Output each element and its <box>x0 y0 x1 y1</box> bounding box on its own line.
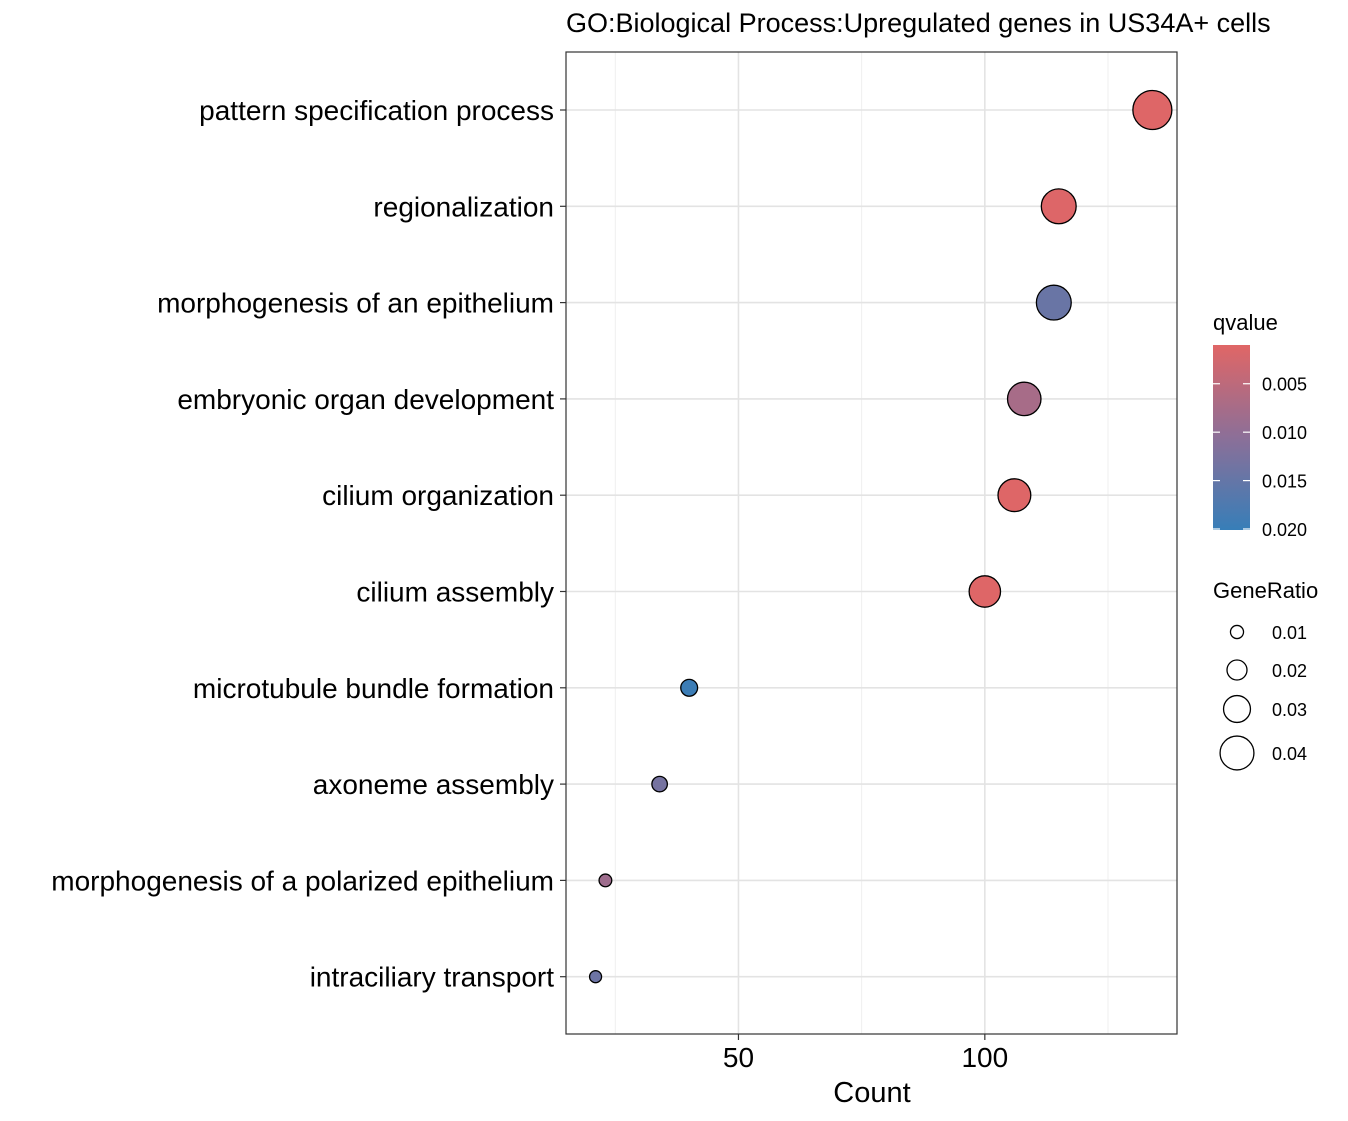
chart-title: GO:Biological Process:Upregulated genes … <box>566 8 1271 38</box>
colorbar-tick-label: 0.020 <box>1262 520 1307 540</box>
generatio-legend: GeneRatio 0.01 0.02 0.03 0.04 <box>1213 578 1318 771</box>
colorbar-tick-label: 0.005 <box>1262 375 1307 395</box>
y-tick-label: embryonic organ development <box>177 384 554 415</box>
size-legend-circle <box>1229 624 1245 640</box>
x-axis-label: Count <box>833 1077 910 1109</box>
x-axis: 50 100 <box>723 1034 1008 1073</box>
data-points <box>588 89 1173 984</box>
size-legend-circle <box>1226 659 1248 681</box>
size-legend-label: 0.03 <box>1272 700 1307 720</box>
y-tick-label: axoneme assembly <box>313 769 554 800</box>
plot-panel-border <box>565 51 1178 1035</box>
data-point <box>598 873 613 888</box>
colorbar-tick-label: 0.010 <box>1262 423 1307 443</box>
data-point <box>968 575 1002 608</box>
y-tick-label: intraciliary transport <box>310 962 555 993</box>
size-legend-label: 0.02 <box>1272 661 1307 681</box>
plot-grid <box>566 52 1177 1034</box>
y-tick-label: pattern specification process <box>199 95 554 126</box>
y-tick-label: morphogenesis of an epithelium <box>157 288 554 319</box>
qvalue-colorbar <box>1213 345 1250 530</box>
data-point <box>680 678 699 697</box>
y-tick-label: morphogenesis of a polarized epithelium <box>51 865 554 896</box>
size-legend-label: 0.04 <box>1272 744 1307 764</box>
size-legend-circle <box>1219 735 1255 771</box>
qvalue-legend-title: qvalue <box>1213 310 1278 335</box>
data-point <box>588 970 603 984</box>
x-tick-label: 100 <box>961 1042 1008 1073</box>
qvalue-legend: qvalue 0.005 0.010 0.015 0.020 <box>1213 310 1307 540</box>
data-point <box>1040 188 1077 225</box>
y-tick-label: cilium organization <box>322 480 554 511</box>
data-point <box>1035 284 1072 321</box>
y-axis: pattern specification process regionaliza… <box>51 95 566 993</box>
colorbar-tick-label: 0.015 <box>1262 472 1307 492</box>
data-point <box>1132 89 1173 131</box>
y-tick-label: cilium assembly <box>356 577 554 608</box>
generatio-legend-title: GeneRatio <box>1213 578 1318 603</box>
data-point <box>651 775 669 793</box>
y-tick-label: microtubule bundle formation <box>193 673 554 704</box>
size-legend-circle <box>1222 694 1252 724</box>
size-legend-label: 0.01 <box>1272 623 1307 643</box>
y-tick-label: regionalization <box>373 191 554 222</box>
data-point <box>997 478 1032 513</box>
x-tick-label: 50 <box>723 1042 754 1073</box>
data-point <box>1006 381 1042 417</box>
